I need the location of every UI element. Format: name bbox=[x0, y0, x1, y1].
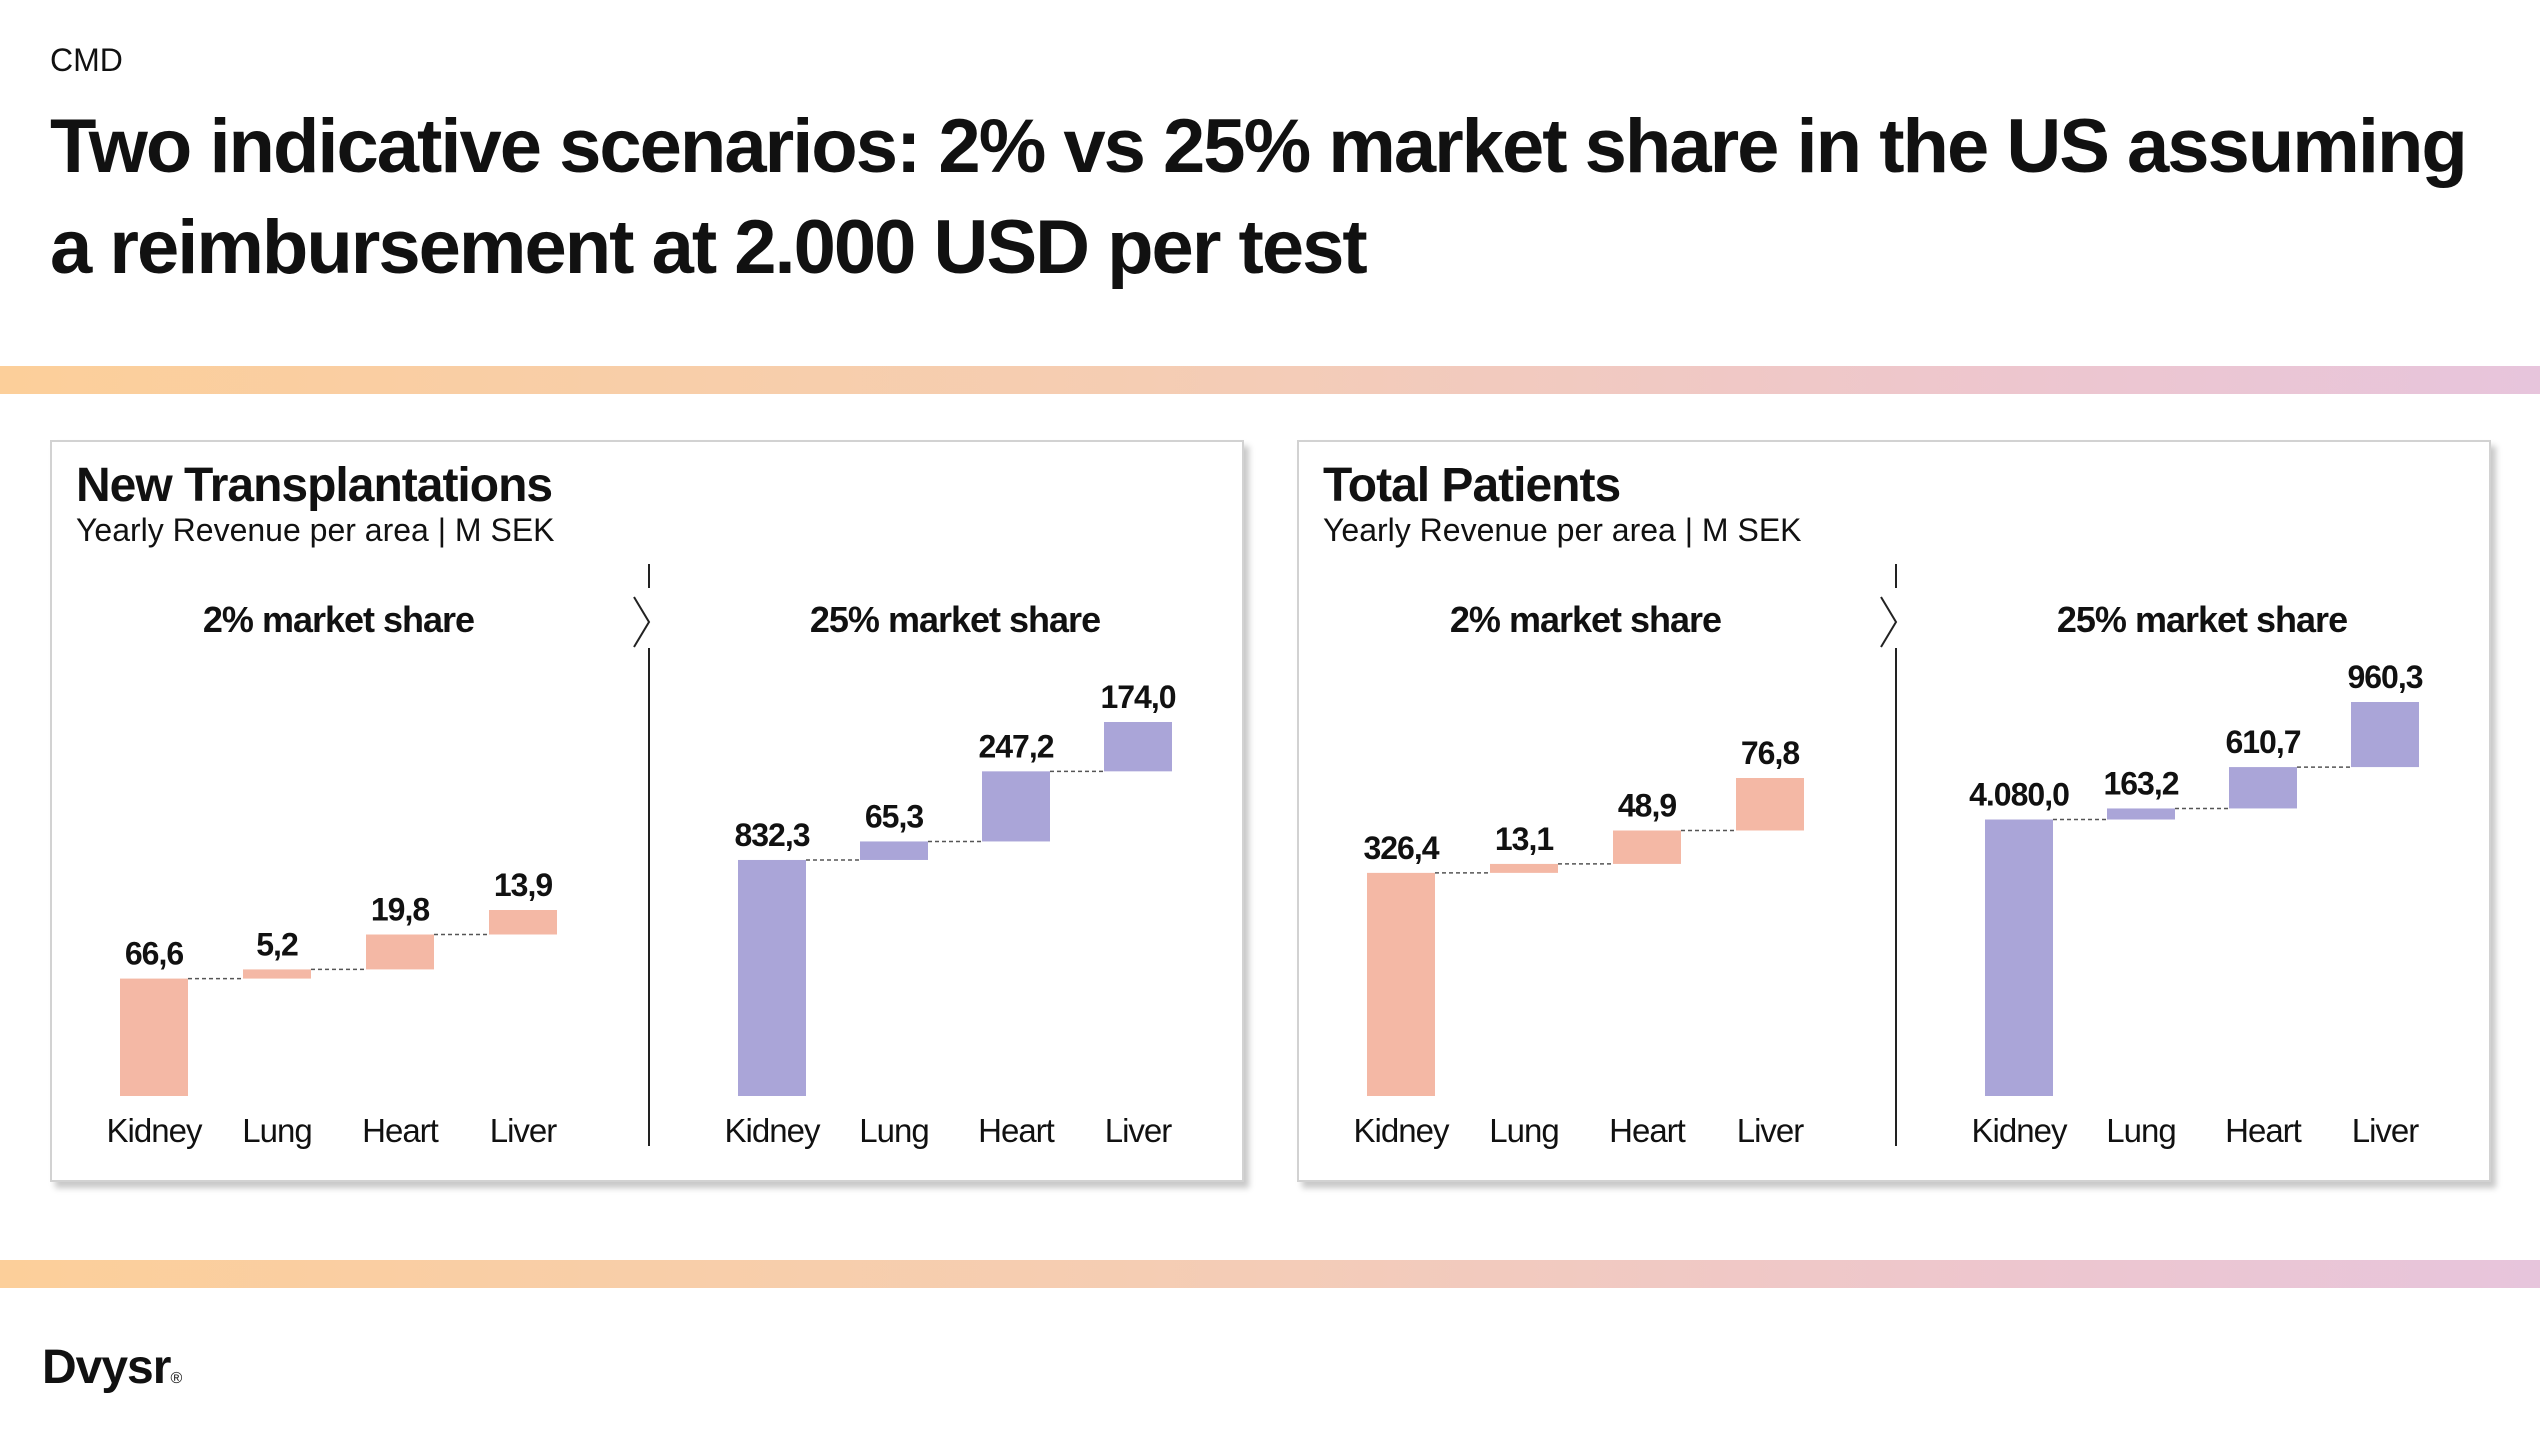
category-label: Lung bbox=[1489, 1112, 1558, 1149]
data-label: 13,9 bbox=[494, 867, 552, 903]
category-label: Kidney bbox=[1972, 1112, 2068, 1149]
panel-title: Total Patients bbox=[1323, 459, 1621, 512]
category-label: Heart bbox=[362, 1112, 439, 1149]
data-label: 65,3 bbox=[865, 798, 923, 834]
category-label: Liver bbox=[1737, 1112, 1805, 1149]
bar-lung bbox=[1490, 863, 1558, 873]
panel-subtitle: Yearly Revenue per area | M SEK bbox=[1323, 512, 1802, 548]
section-tag: CMD bbox=[50, 42, 123, 78]
panel-total-patients: Total Patients Yearly Revenue per area |… bbox=[1297, 440, 2491, 1182]
bar-lung bbox=[2107, 808, 2175, 820]
data-label: 960,3 bbox=[2347, 659, 2422, 695]
bar-lung bbox=[860, 841, 928, 860]
data-label: 4.080,0 bbox=[1969, 777, 2069, 813]
category-label: Liver bbox=[1105, 1112, 1173, 1149]
category-label: Lung bbox=[242, 1112, 311, 1149]
data-label: 174,0 bbox=[1100, 679, 1175, 715]
category-label: Lung bbox=[859, 1112, 928, 1149]
chevron-right-icon bbox=[1880, 596, 1898, 648]
bar-kidney bbox=[1367, 872, 1435, 1096]
data-label: 48,9 bbox=[1618, 787, 1676, 823]
data-label: 163,2 bbox=[2103, 765, 2178, 801]
bar-heart bbox=[1613, 830, 1681, 864]
category-label: Heart bbox=[2225, 1112, 2302, 1149]
chart-title: 25% market share bbox=[810, 599, 1100, 640]
bar-kidney bbox=[120, 978, 188, 1096]
category-label: Liver bbox=[490, 1112, 558, 1149]
panel-subtitle: Yearly Revenue per area | M SEK bbox=[76, 512, 555, 548]
category-label: Lung bbox=[2106, 1112, 2175, 1149]
data-label: 610,7 bbox=[2225, 724, 2300, 760]
chart-title: 2% market share bbox=[203, 599, 474, 640]
data-label: 832,3 bbox=[734, 817, 809, 853]
bar-heart bbox=[982, 771, 1050, 842]
registered-mark: ® bbox=[170, 1370, 182, 1387]
category-label: Kidney bbox=[725, 1112, 821, 1149]
category-label: Kidney bbox=[107, 1112, 203, 1149]
bar-liver bbox=[1736, 778, 1804, 831]
bar-kidney bbox=[1985, 819, 2053, 1096]
gradient-band-top bbox=[0, 366, 2540, 394]
waterfall-charts-total-patients: 2% market share 326,4 Kidney 13,1 Lung 48,9 He… bbox=[1354, 564, 2424, 1149]
chevron-right-icon bbox=[633, 596, 651, 648]
data-label: 76,8 bbox=[1741, 735, 1799, 771]
chart-title: 25% market share bbox=[2057, 599, 2347, 640]
bar-heart bbox=[2229, 767, 2297, 809]
category-label: Kidney bbox=[1354, 1112, 1450, 1149]
data-label: 247,2 bbox=[978, 728, 1053, 764]
data-label: 5,2 bbox=[256, 926, 298, 962]
data-label: 13,1 bbox=[1495, 821, 1553, 857]
gradient-band-bottom bbox=[0, 1260, 2540, 1288]
panel-new-transplantations: New Transplantations Yearly Revenue per … bbox=[50, 440, 1244, 1182]
bar-heart bbox=[366, 934, 434, 970]
brand-logo: Dvysr® bbox=[42, 1340, 182, 1395]
category-label: Liver bbox=[2352, 1112, 2420, 1149]
bar-lung bbox=[243, 969, 311, 979]
bar-liver bbox=[1104, 722, 1172, 772]
category-label: Heart bbox=[978, 1112, 1055, 1149]
data-label: 326,4 bbox=[1363, 830, 1439, 866]
bar-liver bbox=[2351, 702, 2419, 768]
slide-title: Two indicative scenarios: 2% vs 25% mark… bbox=[50, 104, 2468, 290]
bar-liver bbox=[489, 910, 557, 935]
data-label: 66,6 bbox=[125, 936, 183, 972]
category-label: Heart bbox=[1609, 1112, 1686, 1149]
brand-name: Dvysr bbox=[42, 1341, 171, 1394]
data-label: 19,8 bbox=[371, 892, 429, 928]
waterfall-charts-new-transplantations: 2% market share 66,6 Kidney 5,2 Lung 19,8 Hear… bbox=[107, 564, 1177, 1149]
panel-title: New Transplantations bbox=[76, 459, 553, 512]
chart-title: 2% market share bbox=[1450, 599, 1721, 640]
bar-kidney bbox=[738, 859, 806, 1096]
